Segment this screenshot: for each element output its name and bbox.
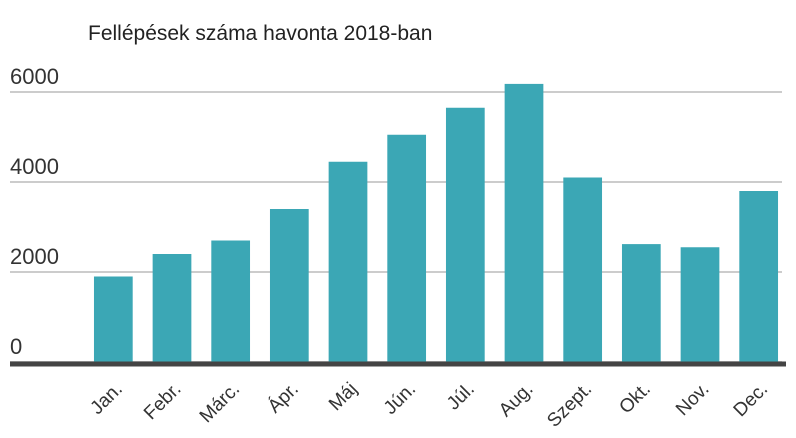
y-tick-label: 0 <box>10 334 22 359</box>
bar <box>739 191 779 362</box>
bar <box>152 254 192 362</box>
x-tick-label: Jún. <box>380 379 420 419</box>
bar <box>680 247 720 362</box>
bar <box>445 107 485 362</box>
y-tick-label: 2000 <box>10 244 59 269</box>
bar <box>269 209 309 362</box>
x-tick-label: Okt. <box>615 379 654 418</box>
x-tick-label: Jan. <box>87 379 127 419</box>
x-tick-label: Júl. <box>443 379 479 415</box>
x-tick-label: Febr. <box>140 379 185 424</box>
y-tick-label: 6000 <box>10 64 59 89</box>
chart-title: Fellépések száma havonta 2018-ban <box>88 22 432 45</box>
x-tick-label: Nov. <box>672 379 713 420</box>
bar <box>93 276 133 362</box>
x-tick-label: Ápr. <box>264 379 303 418</box>
bar <box>211 240 251 362</box>
x-tick-label: Máj <box>325 379 362 416</box>
bar <box>563 177 603 362</box>
bar <box>387 134 427 362</box>
x-tick-label: Szept. <box>543 379 596 432</box>
x-tick-label: Aug. <box>495 379 537 421</box>
bar <box>621 244 661 362</box>
y-tick-label: 4000 <box>10 154 59 179</box>
bar <box>328 161 368 362</box>
x-tick-label: Márc. <box>196 379 244 427</box>
x-tick-label: Dec. <box>730 379 772 421</box>
bar <box>504 83 544 363</box>
